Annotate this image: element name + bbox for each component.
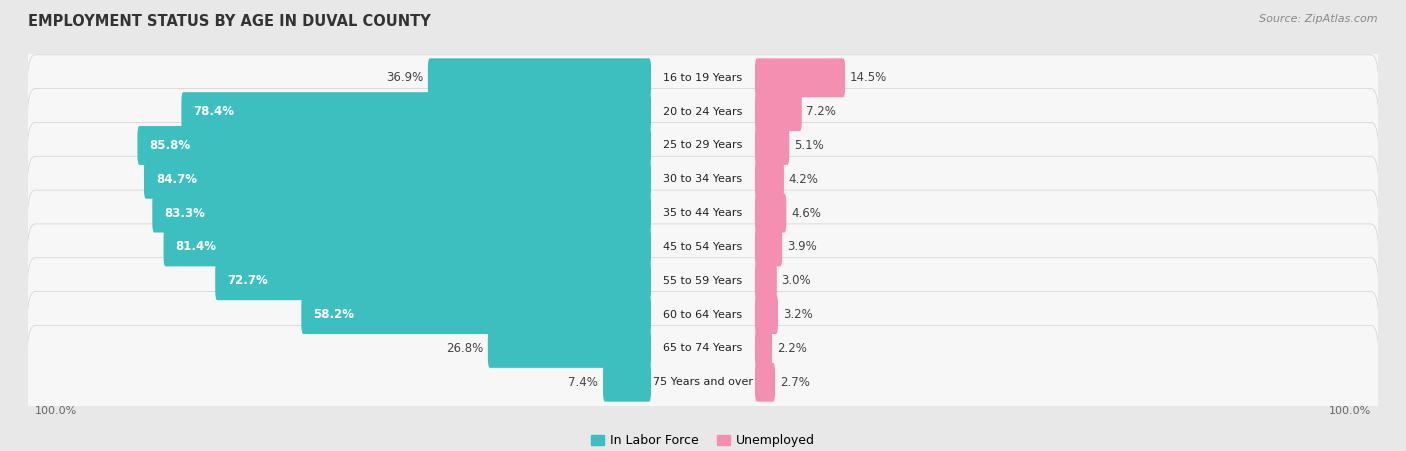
FancyBboxPatch shape (27, 122, 1379, 236)
Text: 25 to 29 Years: 25 to 29 Years (664, 140, 742, 151)
FancyBboxPatch shape (301, 295, 651, 334)
FancyBboxPatch shape (27, 88, 1379, 202)
FancyBboxPatch shape (755, 160, 785, 199)
FancyBboxPatch shape (755, 363, 775, 402)
FancyBboxPatch shape (27, 190, 1379, 304)
Text: 7.4%: 7.4% (568, 376, 599, 389)
Text: 30 to 34 Years: 30 to 34 Years (664, 174, 742, 184)
FancyBboxPatch shape (27, 258, 1379, 372)
Text: 58.2%: 58.2% (314, 308, 354, 321)
FancyBboxPatch shape (27, 292, 1379, 405)
Text: 36.9%: 36.9% (385, 71, 423, 84)
Text: 84.7%: 84.7% (156, 173, 197, 186)
Text: 100.0%: 100.0% (35, 406, 77, 416)
FancyBboxPatch shape (755, 295, 778, 334)
FancyBboxPatch shape (755, 193, 786, 233)
FancyBboxPatch shape (143, 160, 651, 199)
Text: 45 to 54 Years: 45 to 54 Years (664, 242, 742, 252)
Text: Source: ZipAtlas.com: Source: ZipAtlas.com (1260, 14, 1378, 23)
Text: 72.7%: 72.7% (228, 274, 269, 287)
Text: 35 to 44 Years: 35 to 44 Years (664, 208, 742, 218)
Text: 85.8%: 85.8% (149, 139, 191, 152)
FancyBboxPatch shape (181, 92, 651, 131)
FancyBboxPatch shape (488, 329, 651, 368)
Text: 26.8%: 26.8% (446, 342, 484, 355)
Text: EMPLOYMENT STATUS BY AGE IN DUVAL COUNTY: EMPLOYMENT STATUS BY AGE IN DUVAL COUNTY (28, 14, 430, 28)
FancyBboxPatch shape (755, 58, 845, 97)
FancyBboxPatch shape (755, 261, 778, 300)
Text: 2.7%: 2.7% (780, 376, 810, 389)
Text: 75 Years and over: 75 Years and over (652, 377, 754, 387)
Text: 81.4%: 81.4% (176, 240, 217, 253)
FancyBboxPatch shape (27, 55, 1379, 168)
Text: 4.6%: 4.6% (792, 207, 821, 220)
Text: 5.1%: 5.1% (794, 139, 824, 152)
FancyBboxPatch shape (755, 227, 782, 267)
FancyBboxPatch shape (215, 261, 651, 300)
FancyBboxPatch shape (152, 193, 651, 233)
Text: 7.2%: 7.2% (807, 105, 837, 118)
Text: 100.0%: 100.0% (1329, 406, 1371, 416)
FancyBboxPatch shape (755, 126, 789, 165)
Text: 65 to 74 Years: 65 to 74 Years (664, 343, 742, 354)
FancyBboxPatch shape (755, 329, 772, 368)
FancyBboxPatch shape (427, 58, 651, 97)
Text: 3.0%: 3.0% (782, 274, 811, 287)
FancyBboxPatch shape (138, 126, 651, 165)
FancyBboxPatch shape (27, 21, 1379, 134)
Text: 4.2%: 4.2% (789, 173, 818, 186)
Text: 83.3%: 83.3% (165, 207, 205, 220)
FancyBboxPatch shape (27, 156, 1379, 270)
FancyBboxPatch shape (603, 363, 651, 402)
Text: 2.2%: 2.2% (776, 342, 807, 355)
Text: 3.9%: 3.9% (787, 240, 817, 253)
Legend: In Labor Force, Unemployed: In Labor Force, Unemployed (586, 429, 820, 451)
Text: 55 to 59 Years: 55 to 59 Years (664, 276, 742, 286)
Text: 16 to 19 Years: 16 to 19 Years (664, 73, 742, 83)
FancyBboxPatch shape (163, 227, 651, 267)
Text: 3.2%: 3.2% (783, 308, 813, 321)
Text: 14.5%: 14.5% (849, 71, 887, 84)
Text: 78.4%: 78.4% (194, 105, 235, 118)
Text: 20 to 24 Years: 20 to 24 Years (664, 106, 742, 117)
FancyBboxPatch shape (27, 224, 1379, 337)
FancyBboxPatch shape (27, 326, 1379, 439)
FancyBboxPatch shape (755, 92, 801, 131)
Text: 60 to 64 Years: 60 to 64 Years (664, 309, 742, 320)
